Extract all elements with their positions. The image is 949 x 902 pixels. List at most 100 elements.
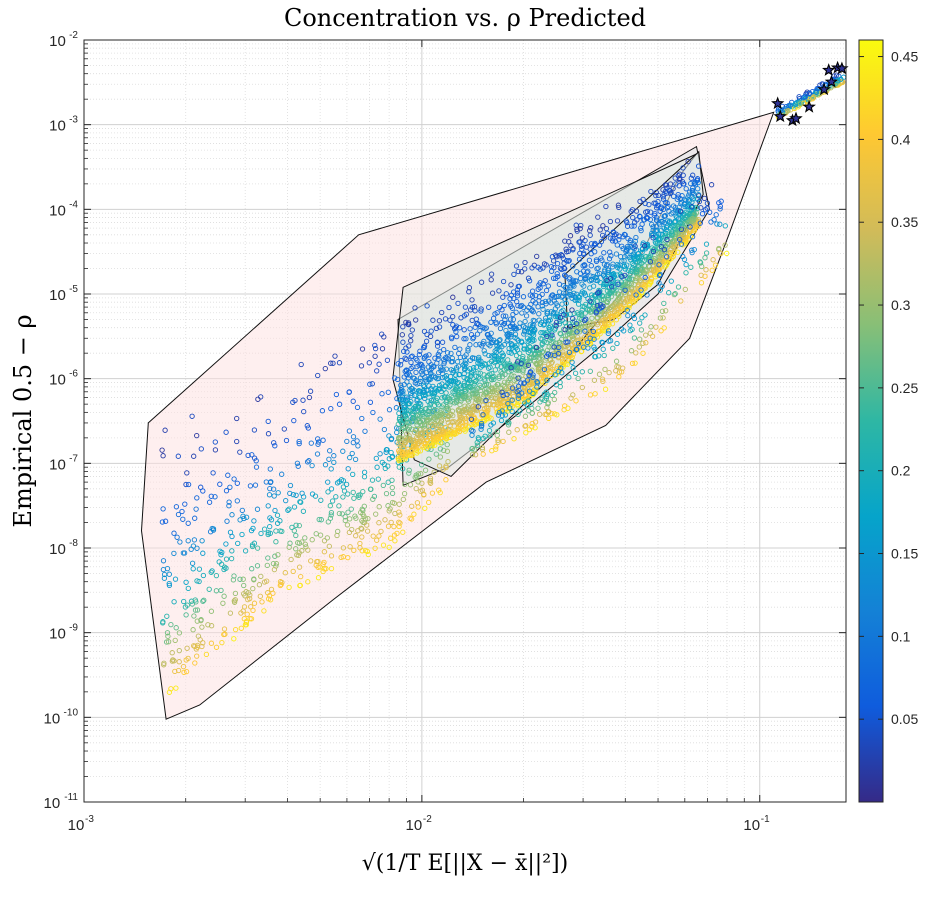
- scatter-point: [328, 486, 335, 492]
- scatter-point: [477, 341, 483, 347]
- scatter-point: [518, 360, 524, 367]
- scatter-point: [518, 269, 525, 275]
- scatter-point: [406, 470, 412, 476]
- scatter-point: [500, 438, 506, 445]
- scatter-point: [496, 397, 503, 403]
- scatter-point: [212, 494, 218, 500]
- scatter-point: [624, 262, 630, 268]
- scatter-point: [208, 623, 215, 629]
- scatter-point: [672, 244, 679, 250]
- scatter-point: [638, 227, 644, 234]
- scatter-point: [393, 405, 400, 411]
- scatter-point: [560, 311, 567, 318]
- scatter-point: [626, 302, 633, 308]
- scatter-point: [428, 373, 435, 379]
- scatter-point: [554, 311, 560, 317]
- scatter-point: [648, 188, 654, 195]
- scatter-point: [680, 172, 686, 178]
- scatter-point: [616, 374, 622, 380]
- scatter-point: [322, 462, 329, 468]
- scatter-point: [485, 341, 491, 347]
- scatter-point: [192, 597, 198, 603]
- scatter-point: [402, 355, 408, 361]
- scatter-point: [380, 482, 386, 489]
- scatter-point: [336, 503, 342, 509]
- scatter-point: [666, 218, 673, 224]
- scatter-point: [409, 386, 416, 392]
- scatter-point: [664, 233, 671, 239]
- scatter-point: [658, 204, 665, 210]
- scatter-point: [413, 427, 419, 433]
- scatter-point: [688, 264, 694, 270]
- scatter-point: [395, 361, 401, 367]
- scatter-point: [391, 500, 397, 506]
- scatter-point: [601, 327, 607, 333]
- scatter-point: [702, 255, 708, 261]
- scatter-point: [379, 391, 385, 397]
- scatter-point: [164, 565, 171, 572]
- scatter-point: [426, 456, 432, 462]
- scatter-point: [698, 280, 705, 286]
- scatter-point: [550, 275, 557, 281]
- scatter-point: [509, 397, 515, 403]
- scatter-point: [419, 366, 426, 373]
- scatter-point: [628, 348, 635, 354]
- scatter-point: [396, 450, 403, 456]
- scatter-point: [637, 336, 643, 342]
- scatter-point: [481, 372, 487, 378]
- scatter-point: [640, 340, 646, 346]
- scatter-point: [249, 542, 256, 548]
- scatter-point: [254, 563, 261, 569]
- scatter-point: [384, 357, 391, 363]
- scatter-point: [522, 266, 528, 272]
- scatter-point: [435, 356, 441, 362]
- scatter-point: [626, 281, 632, 287]
- scatter-point: [523, 363, 529, 369]
- scatter-point: [450, 313, 456, 320]
- scatter-point: [492, 358, 499, 364]
- scatter-point: [321, 559, 327, 566]
- scatter-point: [491, 376, 497, 383]
- scatter-point: [621, 289, 628, 296]
- scatter-point: [293, 492, 299, 498]
- scatter-point: [559, 358, 566, 365]
- scatter-point: [551, 344, 557, 350]
- scatter-point: [497, 347, 503, 353]
- scatter-point: [383, 490, 390, 497]
- scatter-point: [675, 194, 681, 200]
- scatter-point: [264, 578, 270, 584]
- scatter-point: [336, 401, 343, 407]
- scatter-point: [208, 493, 214, 499]
- scatter-point: [180, 550, 187, 556]
- scatter-point: [447, 399, 453, 405]
- scatter-point: [461, 354, 467, 360]
- scatter-point: [331, 459, 337, 466]
- scatter-point: [212, 439, 218, 445]
- scatter-point: [433, 397, 439, 404]
- scatter-point: [402, 435, 409, 441]
- scatter-point: [321, 538, 328, 544]
- scatter-point: [166, 580, 172, 587]
- scatter-point: [199, 624, 205, 630]
- scatter-point: [218, 561, 225, 567]
- scatter-point: [629, 326, 635, 333]
- scatter-point: [689, 249, 695, 256]
- scatter-point: [451, 418, 457, 425]
- scatter-point: [567, 323, 574, 330]
- scatter-point: [613, 251, 620, 257]
- scatter-point: [550, 335, 556, 341]
- scatter-point: [444, 355, 450, 361]
- scatter-point: [582, 328, 588, 334]
- scatter-point: [672, 175, 678, 181]
- scatter-point: [296, 438, 302, 445]
- scatter-point: [326, 543, 332, 549]
- scatter-point: [191, 453, 197, 459]
- scatter-point: [632, 219, 638, 225]
- scatter-point: [397, 418, 404, 424]
- scatter-point: [431, 391, 437, 397]
- scatter-point: [524, 335, 531, 341]
- star-marker: [771, 96, 785, 110]
- scatter-point: [661, 234, 667, 240]
- scatter-point: [465, 348, 471, 354]
- scatter-point: [579, 246, 585, 252]
